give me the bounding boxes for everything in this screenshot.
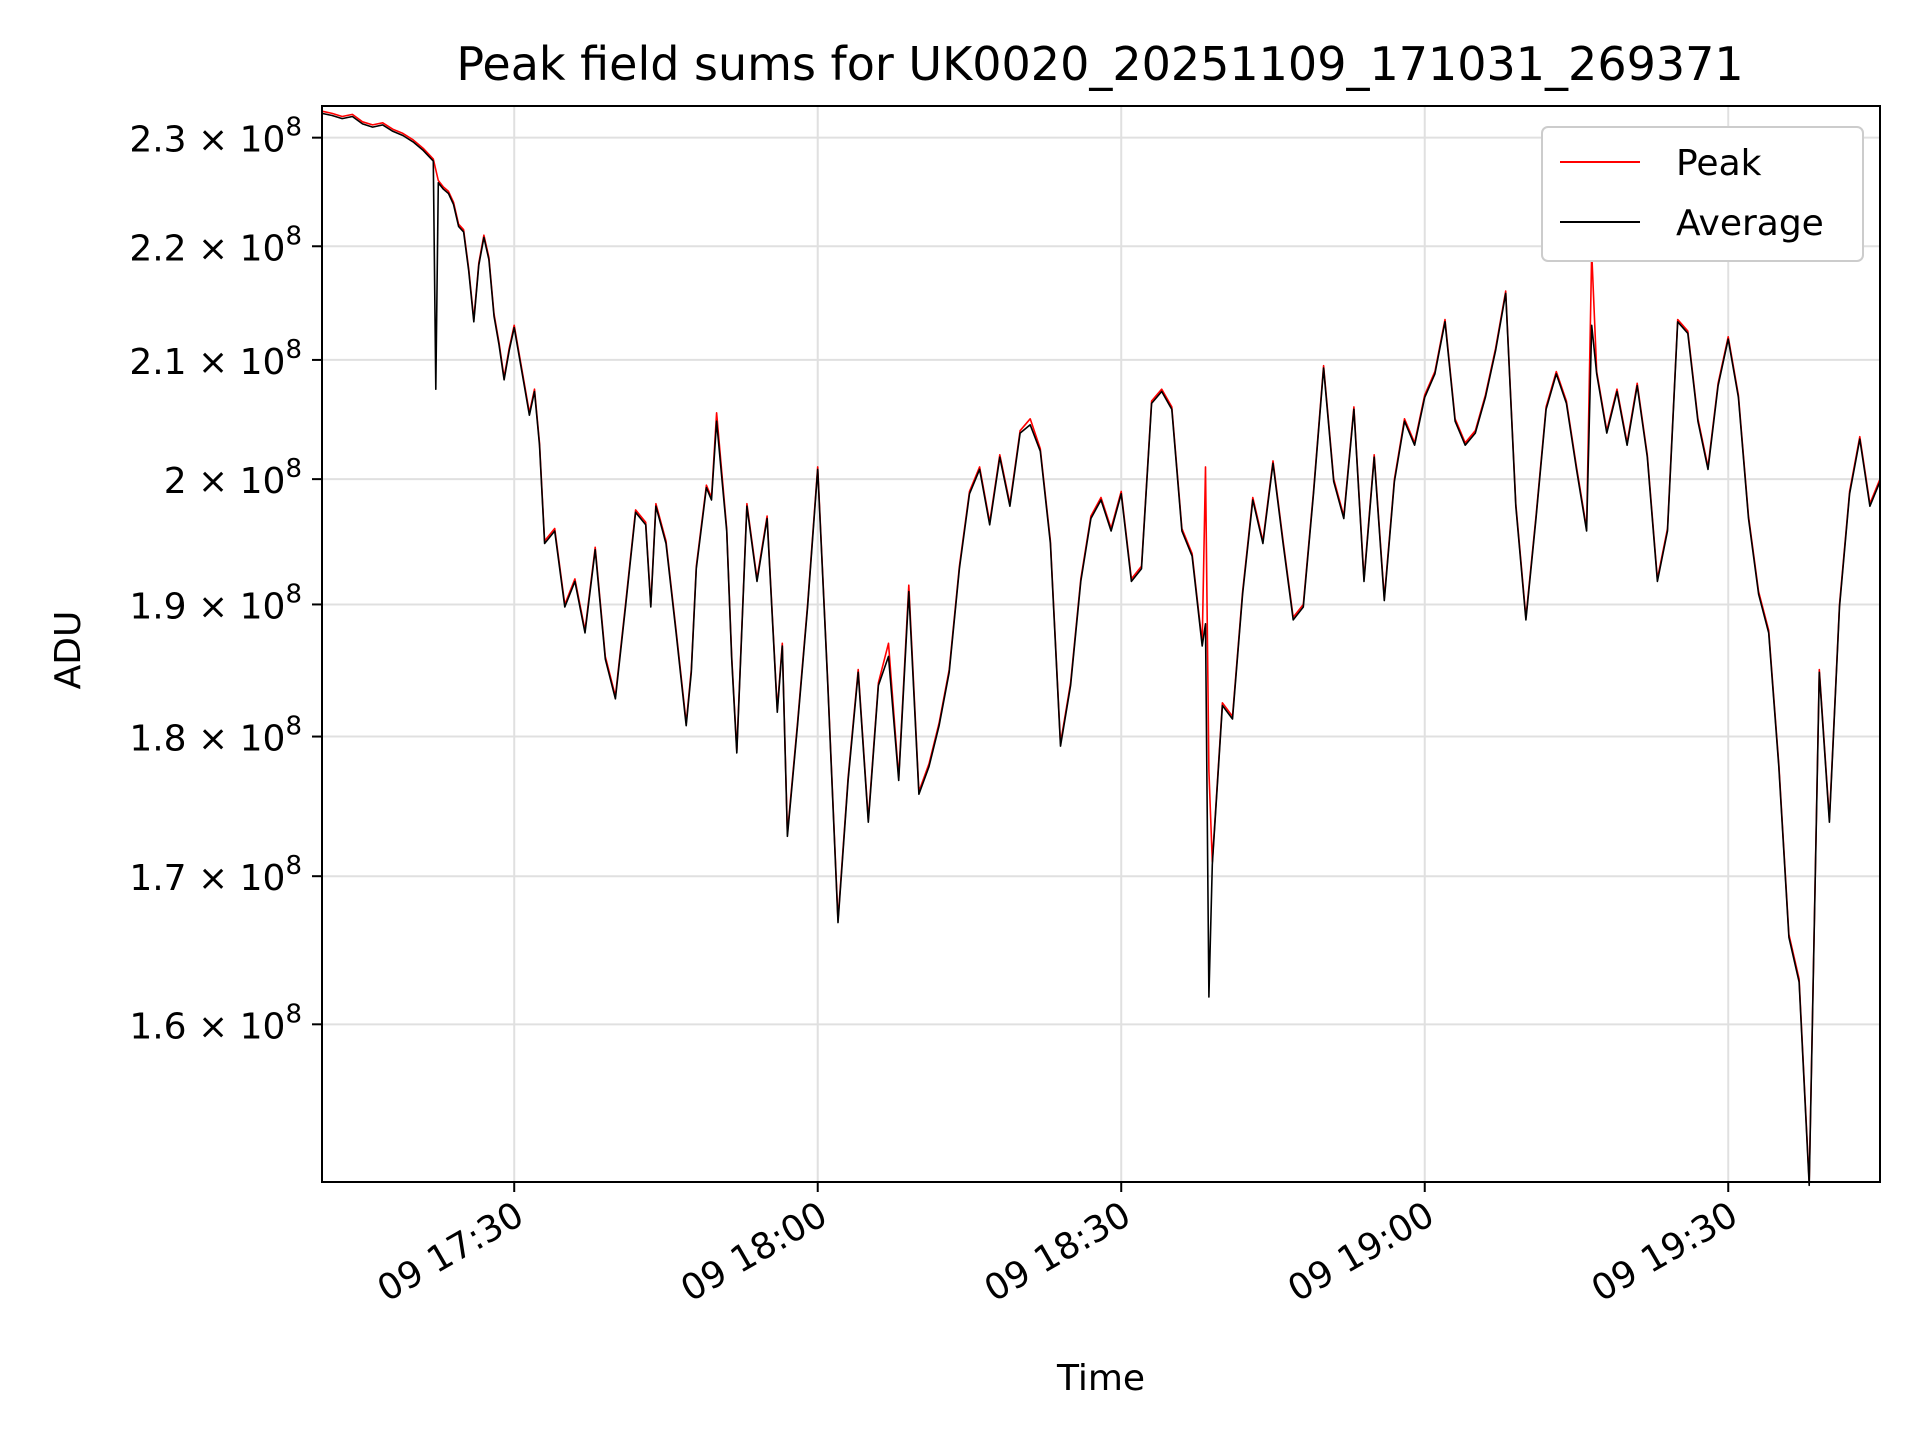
legend-box [1541,126,1864,262]
chart-title: Peak field sums for UK0020_20251109_1710… [456,37,1743,91]
plot-frame [321,105,1881,1183]
x-tick-label: 09 19:00 [1281,1194,1441,1310]
y-tick-label: 2.2 × 108 [129,221,302,269]
series-line-peak [321,110,1881,1183]
x-tick-label: 09 18:30 [978,1194,1138,1310]
grid [322,106,1880,1182]
y-tick-label: 2 × 108 [164,454,302,502]
y-tick-label: 1.9 × 108 [129,579,302,627]
x-tick-label: 09 19:30 [1585,1194,1745,1310]
legend-label-average: Average [1676,203,1824,244]
x-tick-label: 09 18:00 [674,1194,834,1310]
series-line-average [321,112,1881,1187]
y-tick-label: 1.7 × 108 [129,851,302,899]
legend-label-peak: Peak [1676,143,1762,184]
x-ticks: 09 17:30 09 18:00 09 18:30 09 19:00 09 19:30 [371,1182,1745,1310]
series-layer [321,110,1881,1187]
y-tick-label: 1.8 × 108 [129,712,302,760]
legend: Peak Average [1541,126,1864,262]
y-ticks: 1.6 × 108 1.7 × 108 1.8 × 108 1.9 × 108 2 × … [129,113,322,1047]
y-tick-label: 2.1 × 108 [129,335,302,383]
x-tick-label: 09 17:30 [371,1194,531,1310]
y-tick-label: 1.6 × 108 [129,999,302,1047]
y-axis-label: ADU [48,611,89,690]
y-tick-label: 2.3 × 108 [129,113,302,161]
x-axis-label: Time [1056,1358,1145,1399]
